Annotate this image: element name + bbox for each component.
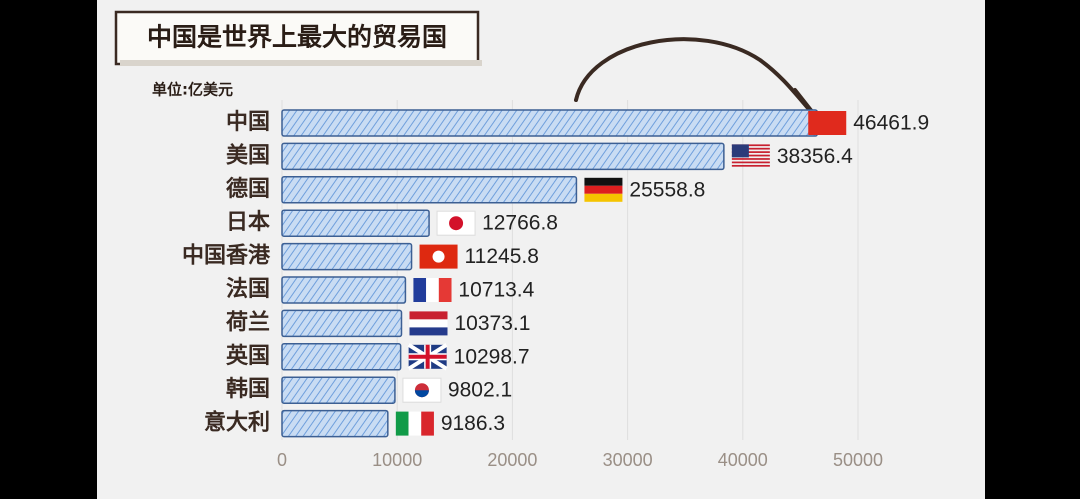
flag [449, 216, 464, 231]
flag [731, 158, 770, 160]
flag-icon [419, 244, 458, 269]
flag [731, 144, 770, 147]
flag [584, 185, 623, 194]
flag [408, 411, 422, 436]
bar [281, 142, 725, 171]
y-tick-label: 荷兰 [226, 309, 270, 335]
y-tick-label: 德国 [226, 176, 270, 202]
y-tick-label: 法国 [226, 276, 270, 302]
bar [281, 276, 407, 304]
flag-icon [436, 210, 476, 236]
value-label: 9802.1 [448, 379, 512, 402]
bar [281, 409, 389, 438]
flag [408, 344, 447, 369]
flag [409, 327, 448, 336]
flag [808, 111, 847, 135]
y-tick-label: 韩国 [226, 376, 270, 402]
x-tick-label: 40000 [718, 450, 768, 470]
y-tick-label: 中国香港 [182, 243, 271, 269]
flag-icon [413, 278, 452, 302]
bar [281, 376, 396, 404]
bar [281, 176, 578, 204]
chart-title: 中国是世界上最大的贸易国 [147, 23, 447, 52]
plot: 0 10000 20000 30000 40000 50000 中国 46461.9 美国 383… [182, 100, 929, 470]
value-label: 12766.8 [482, 212, 558, 235]
title-shadow [120, 60, 482, 66]
flag [409, 311, 448, 320]
x-tick-label: 0 [277, 450, 287, 470]
flag [584, 177, 623, 186]
flag [409, 319, 448, 328]
value-label: 9186.3 [441, 412, 505, 435]
chart-background [97, 0, 985, 499]
bar [281, 242, 413, 271]
value-label: 11245.8 [465, 245, 539, 268]
unit-label: 单位:亿美元 [152, 81, 233, 99]
value-label: 10713.4 [458, 279, 534, 302]
flag [432, 250, 445, 263]
y-tick-label: 美国 [226, 142, 270, 168]
flag [731, 154, 770, 157]
value-label: 10373.1 [454, 312, 530, 335]
flag [426, 278, 439, 302]
y-tick-label: 意大利 [204, 410, 270, 436]
y-tick-label: 中国 [226, 109, 270, 135]
flag-icon [402, 377, 442, 403]
flag-icon [409, 311, 448, 336]
flag [731, 161, 770, 164]
value-label: 25558.8 [629, 178, 705, 201]
flag [731, 164, 770, 167]
flag [731, 151, 770, 153]
bar [281, 209, 430, 237]
flag-icon [395, 411, 434, 436]
x-tick-label: 30000 [603, 450, 653, 470]
x-tick-label: 50000 [833, 450, 883, 470]
bar [281, 309, 403, 338]
flag-icon [584, 177, 623, 202]
x-tick-label: 20000 [487, 450, 537, 470]
title-box [114, 10, 480, 66]
flag-icon [731, 144, 770, 167]
flag-icon [407, 343, 448, 371]
flag-icon [808, 111, 847, 135]
y-tick-label: 英国 [226, 343, 270, 369]
flag [584, 193, 623, 202]
y-tick-label: 日本 [226, 209, 270, 235]
flag [414, 390, 429, 398]
flag [436, 210, 476, 236]
flag [438, 278, 452, 302]
bar [281, 343, 402, 371]
value-label: 10298.7 [454, 345, 530, 368]
value-label: 38356.4 [777, 145, 853, 168]
x-tick-label: 10000 [372, 450, 422, 470]
flag [421, 411, 434, 436]
flag [413, 278, 427, 302]
flag [731, 147, 770, 150]
flag [731, 144, 749, 158]
flag [395, 411, 409, 436]
bar [281, 109, 818, 137]
value-label: 46461.9 [853, 112, 929, 135]
